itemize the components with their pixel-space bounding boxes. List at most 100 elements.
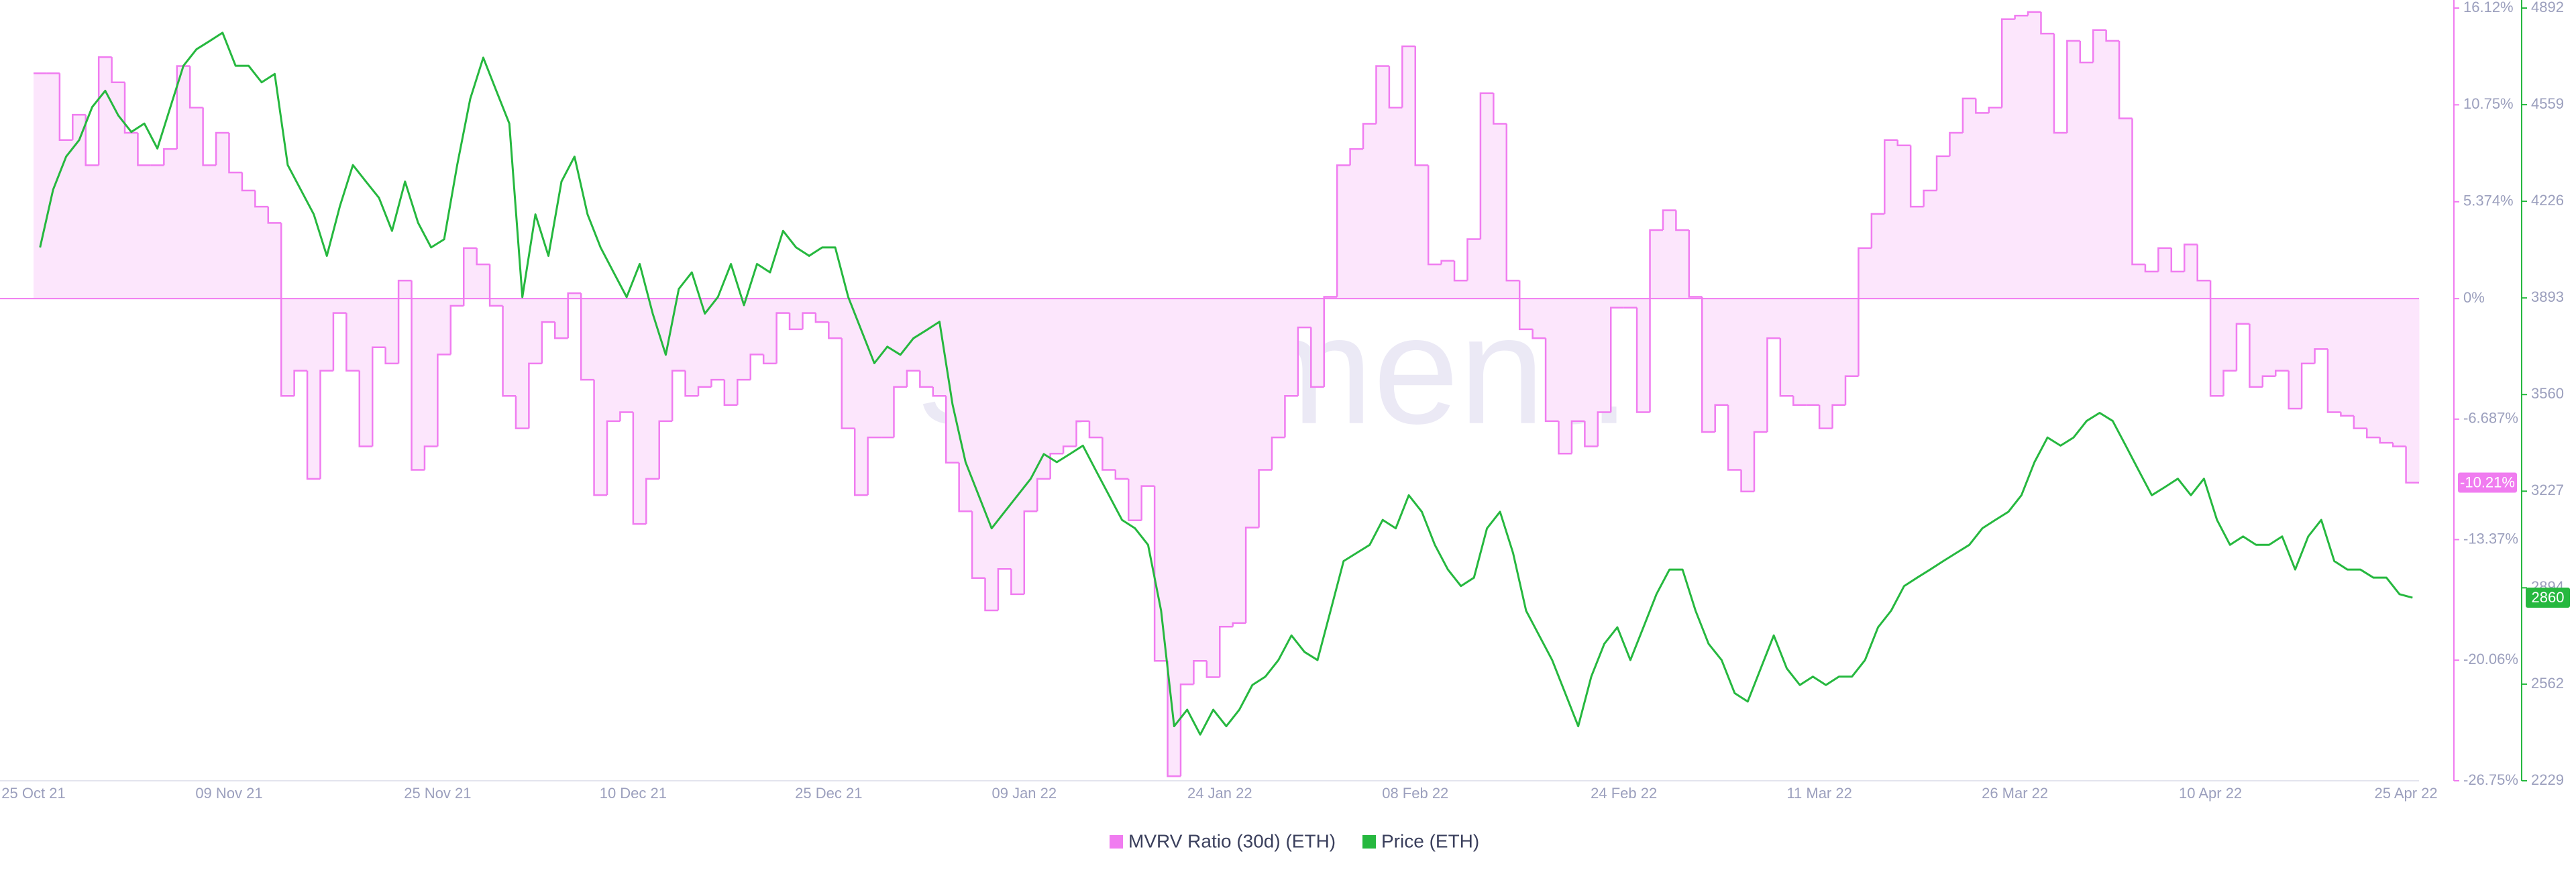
mvrv-step <box>554 322 568 339</box>
mvrv-step <box>228 132 242 174</box>
mvrv-step <box>632 412 647 525</box>
mvrv-step <box>1779 338 1794 397</box>
mvrv-area <box>333 298 347 313</box>
legend-label: Price (ETH) <box>1381 830 1479 851</box>
last-value-label: -10.21% <box>2460 474 2515 490</box>
mvrv-area <box>424 298 438 447</box>
mvrv-step <box>1088 421 1103 439</box>
mvrv-area <box>711 298 725 380</box>
mvrv-step <box>2275 370 2289 376</box>
mvrv-area <box>802 298 816 313</box>
mvrv-step <box>1010 569 1024 596</box>
mvrv-step <box>841 338 855 429</box>
mvrv-area <box>2106 40 2120 299</box>
mvrv-step <box>893 386 907 438</box>
axes: 25 Oct 21 09 Nov 21 25 Nov 21 10 Dec 21 25 D… <box>0 0 2570 802</box>
mvrv-area <box>294 298 308 371</box>
mvrv-area <box>1102 298 1116 470</box>
mvrv-area <box>1988 107 2002 299</box>
y2-tick-label: 3227 <box>2531 482 2564 498</box>
mvrv-area <box>1155 298 1169 661</box>
mvrv-area <box>1741 298 1755 492</box>
mvrv-area <box>985 298 999 611</box>
mvrv-step <box>1975 98 1989 114</box>
mvrv-area <box>1063 298 1077 447</box>
mvrv-step <box>2170 248 2185 273</box>
x-tick-label: 26 Mar 22 <box>1982 785 2048 802</box>
mvrv-step <box>2379 437 2394 444</box>
mvrv-area <box>2093 30 2107 299</box>
mvrv-area <box>698 298 712 387</box>
mvrv-area <box>724 298 738 405</box>
mvrv-area <box>1297 298 1311 328</box>
mvrv-area <box>1193 298 1208 661</box>
mvrv-step <box>397 280 412 364</box>
mvrv-step <box>684 370 699 397</box>
mvrv-area <box>490 298 504 306</box>
y2-tick-label: 4226 <box>2531 192 2564 209</box>
mvrv-area <box>515 298 529 429</box>
mvrv-step <box>2288 370 2302 410</box>
mvrv-area <box>450 298 464 306</box>
mvrv-area <box>2249 298 2263 387</box>
mvrv-area <box>1232 298 1246 623</box>
mvrv-step <box>1388 66 1403 109</box>
mvrv-area <box>1962 98 1976 299</box>
mvrv-step <box>2340 412 2354 417</box>
mvrv-area <box>633 298 647 525</box>
mvrv-step <box>1401 45 1415 108</box>
mvrv-area <box>2327 298 2341 413</box>
mvrv-step <box>1453 260 1468 282</box>
mvrv-area <box>1597 298 1611 413</box>
mvrv-area <box>685 298 699 396</box>
mvrv-step <box>1635 307 1650 413</box>
mvrv-step <box>1584 421 1598 447</box>
mvrv-area <box>1897 145 1911 299</box>
mvrv-area <box>1558 298 1572 454</box>
mvrv-step <box>2027 11 2041 16</box>
mvrv-area <box>203 165 217 299</box>
mvrv-step <box>775 312 790 364</box>
mvrv-area <box>1480 93 1494 299</box>
mvrv-area <box>906 298 920 371</box>
mvrv-area <box>46 73 60 299</box>
mvrv-step <box>345 313 360 372</box>
mvrv-step <box>1349 148 1364 166</box>
x-tick-label: 10 Dec 21 <box>600 785 667 802</box>
mvrv-area <box>2067 40 2081 299</box>
mvrv-area <box>646 298 660 479</box>
mvrv-area <box>190 107 204 299</box>
mvrv-area <box>1206 298 1220 677</box>
x-tick-label: 08 Feb 22 <box>1382 785 1448 802</box>
mvrv-step <box>2144 264 2159 273</box>
mvrv-step <box>163 148 177 166</box>
x-tick-label: 25 Apr 22 <box>2374 785 2437 802</box>
mvrv-step <box>1675 210 1689 231</box>
mvrv-step <box>2066 40 2080 133</box>
mvrv-step <box>945 396 959 464</box>
mvrv-step <box>2079 40 2094 64</box>
mvrv-area <box>737 298 751 380</box>
mvrv-step <box>137 132 151 166</box>
mvrv-step <box>1688 230 1703 298</box>
mvrv-step <box>1023 510 1038 594</box>
mvrv-area <box>541 298 555 323</box>
mvrv-area <box>920 298 934 387</box>
mvrv-step <box>906 370 920 387</box>
y-tick-label: 5.374% <box>2463 193 2514 209</box>
mvrv-step <box>1740 470 1754 492</box>
mvrv-area <box>1467 239 1481 299</box>
mvrv-area <box>972 298 986 578</box>
mvrv-area <box>1806 298 1820 405</box>
mvrv-area <box>1389 107 1403 299</box>
mvrv-step <box>1988 107 2002 113</box>
mvrv-step <box>1505 123 1520 282</box>
y2-tick-label: 4892 <box>2531 0 2564 15</box>
mvrv-area <box>959 298 973 512</box>
mvrv-area <box>307 298 321 479</box>
mvrv-area <box>672 298 686 371</box>
y-tick-label: -13.37% <box>2463 530 2518 547</box>
mvrv-step <box>437 353 451 447</box>
mvrv-area <box>2262 298 2276 376</box>
